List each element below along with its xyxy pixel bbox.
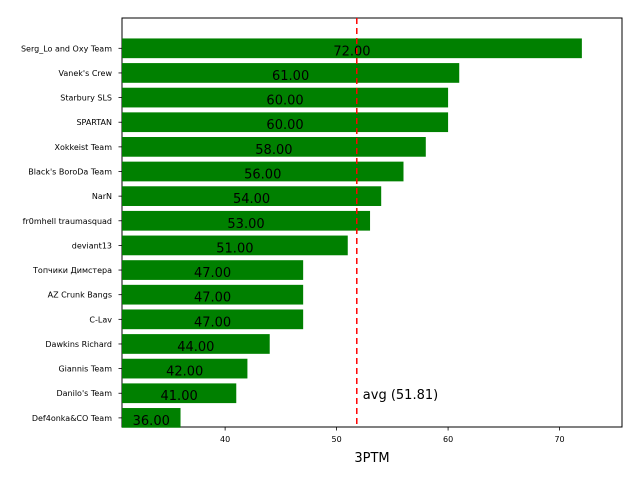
bar — [122, 383, 237, 404]
y-tick-label: Xokkeist Team — [55, 143, 113, 152]
bar — [122, 408, 181, 428]
bar-value-label: 60.00 — [266, 118, 303, 133]
bar — [122, 186, 382, 206]
bar — [122, 260, 304, 280]
bar-value-label: 41.00 — [161, 389, 198, 404]
bar-value-label: 53.00 — [227, 217, 264, 232]
bar-value-label: 60.00 — [266, 94, 303, 109]
y-tick-label: Serg_Lo and Oxy Team — [21, 44, 112, 53]
x-axis-title: 3PTM — [354, 451, 389, 466]
y-tick-label: SPARTAN — [76, 118, 112, 127]
bar — [122, 112, 449, 133]
y-tick-label: Топчики Димстера — [32, 266, 112, 275]
bar-value-label: 61.00 — [272, 69, 309, 84]
bar-value-label: 47.00 — [194, 315, 231, 330]
y-tick-label: fr0mhell traumasquad — [23, 217, 112, 226]
y-tick-label: C-Lav — [89, 315, 112, 324]
bar-value-label: 42.00 — [166, 365, 203, 380]
bar-value-label: 54.00 — [233, 192, 270, 207]
bar-value-label: 36.00 — [133, 414, 170, 429]
bar-value-label: 47.00 — [194, 291, 231, 306]
bar — [122, 235, 348, 256]
y-tick-label: Black's BoroDa Team — [28, 167, 112, 176]
y-tick-label: Giannis Team — [58, 365, 112, 374]
y-tick-label: Starbury SLS — [60, 94, 112, 103]
bar-value-label: 56.00 — [244, 167, 281, 182]
y-tick-label: NarN — [92, 192, 112, 201]
bar — [122, 38, 582, 59]
value-labels-group: 72.00 61.00 60.00 60.00 58.00 56.00 54.00 53.00… — [133, 44, 371, 429]
y-axis-ticks: Serg_Lo and Oxy Team Vanek's Crew Starbury… — [21, 44, 122, 423]
bar-value-label: 58.00 — [255, 143, 292, 158]
bar — [122, 210, 371, 231]
x-tick-label: 50 — [332, 435, 342, 444]
x-tick-label: 40 — [220, 435, 230, 444]
bar — [122, 87, 449, 108]
bar-value-label: 51.00 — [216, 241, 253, 256]
y-tick-label: deviant13 — [72, 241, 112, 250]
bar-value-label: 44.00 — [177, 340, 214, 355]
bar — [122, 309, 304, 330]
x-tick-label: 60 — [443, 435, 453, 444]
bar-value-label: 72.00 — [333, 44, 370, 59]
bar — [122, 63, 460, 83]
average-label: avg (51.81) — [363, 388, 438, 403]
bar — [122, 137, 426, 157]
y-tick-label: AZ Crunk Bangs — [48, 291, 112, 300]
bars-group — [122, 38, 582, 428]
bar-value-label: 47.00 — [194, 266, 231, 281]
x-axis-ticks: 40 50 60 70 — [220, 427, 565, 444]
y-tick-label: Danilo's Team — [56, 389, 112, 398]
bar — [122, 161, 404, 182]
y-tick-label: Def4onka&CO Team — [32, 414, 112, 423]
bar — [122, 358, 248, 379]
x-tick-label: 70 — [554, 435, 564, 444]
bar — [122, 284, 304, 305]
y-tick-label: Dawkins Richard — [45, 340, 112, 349]
y-tick-label: Vanek's Crew — [59, 69, 113, 78]
bar — [122, 334, 270, 354]
